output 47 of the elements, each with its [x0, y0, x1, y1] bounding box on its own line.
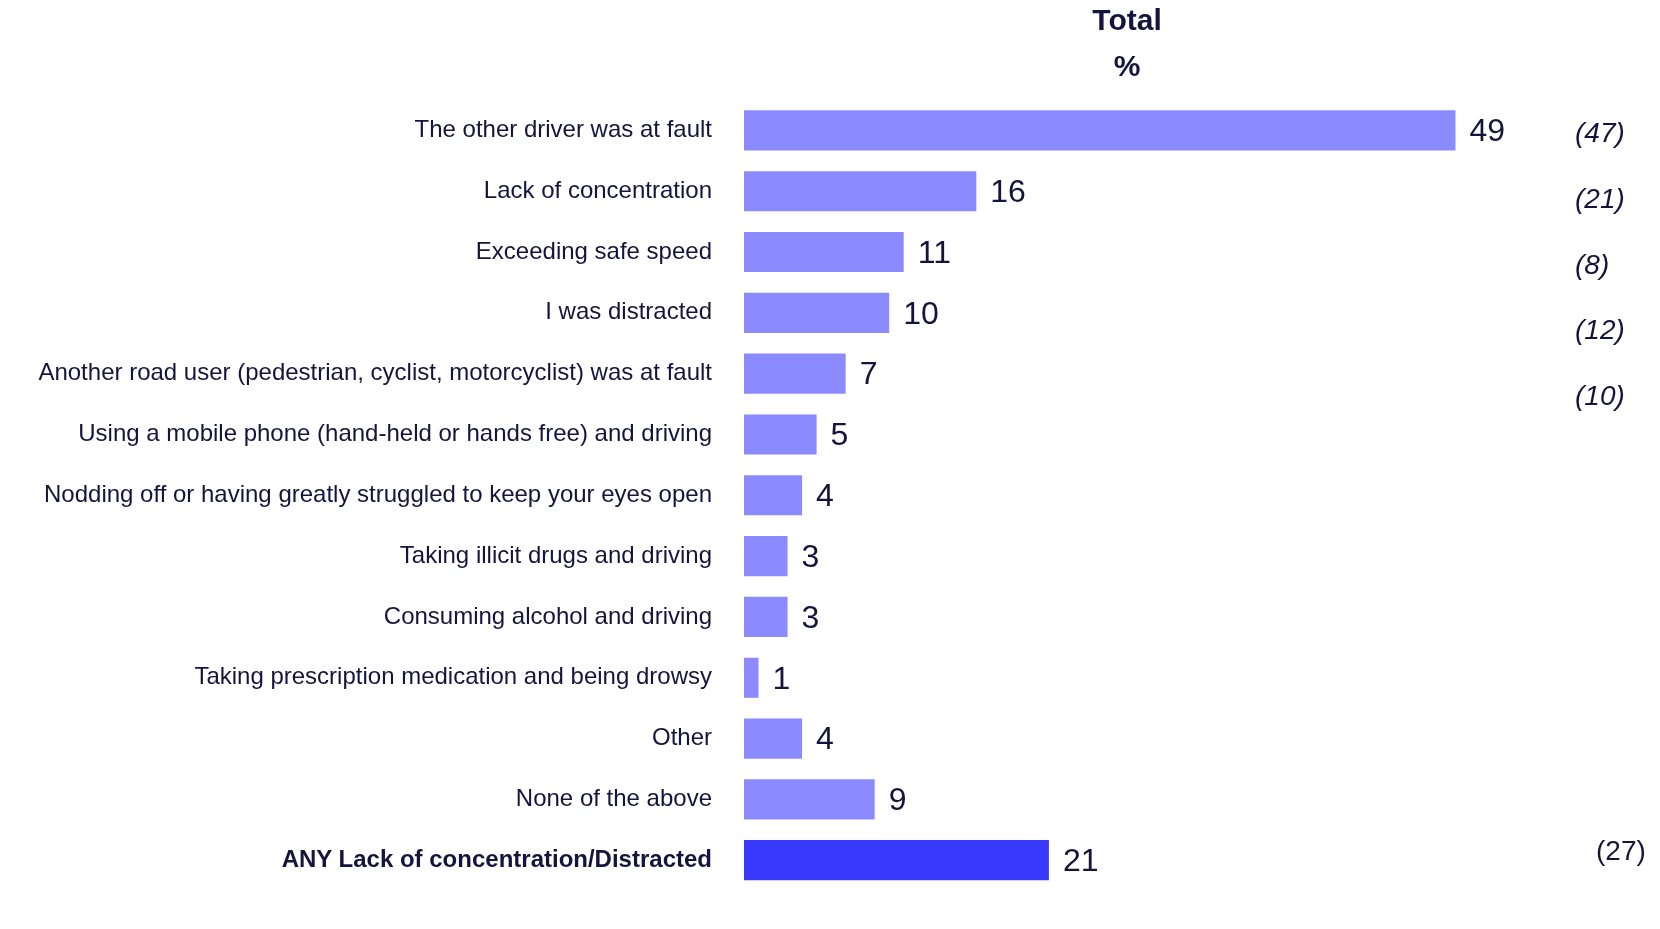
- data-label: 16: [990, 173, 1026, 210]
- data-label: 4: [816, 477, 834, 514]
- bar: [744, 779, 875, 820]
- y-tick-label: Taking prescription medication and being drowsy: [194, 662, 712, 690]
- y-tick-label: The other driver was at fault: [414, 115, 713, 143]
- bar: [744, 414, 817, 455]
- data-label: 3: [801, 537, 820, 574]
- bar: [744, 353, 846, 394]
- y-tick-label: Consuming alcohol and driving: [383, 601, 712, 629]
- text: (27): [1596, 834, 1646, 866]
- y-tick-label: Using a mobile phone (hand-held or hands free) and driving: [78, 419, 712, 447]
- chart-title: Total: [1092, 3, 1162, 37]
- data-label: 3: [801, 598, 820, 635]
- text: (47): [1575, 117, 1625, 149]
- bar: [744, 657, 759, 698]
- bar: [744, 292, 890, 333]
- y-tick-label: None of the above: [515, 784, 712, 811]
- data-label: 7: [859, 355, 878, 392]
- data-label: 49: [1469, 112, 1506, 149]
- bar: [744, 171, 977, 212]
- data-label: 4: [816, 720, 834, 757]
- data-label: 10: [903, 294, 939, 331]
- data-label: 21: [1062, 842, 1099, 879]
- chart-subtitle: %: [1113, 49, 1141, 83]
- data-label: 9: [888, 781, 907, 818]
- text: (10): [1575, 379, 1625, 411]
- text: (8): [1575, 248, 1610, 280]
- bar: [744, 231, 904, 273]
- y-tick-label: Exceeding safe speed: [475, 236, 712, 264]
- data-label: 11: [917, 233, 951, 270]
- text: (21): [1575, 182, 1625, 214]
- bar: [744, 110, 1456, 151]
- bar: [744, 475, 803, 516]
- bar: [744, 840, 1049, 881]
- bar: [744, 718, 803, 759]
- y-tick-label: Taking illicit drugs and driving: [399, 540, 712, 568]
- data-label: 1: [772, 659, 791, 696]
- text: (12): [1575, 314, 1625, 346]
- y-tick-label: Other: [651, 723, 712, 751]
- bar: [744, 596, 788, 637]
- y-tick-label: Another road user (pedestrian, cyclist, motorcyclist) was at fault: [38, 358, 713, 386]
- bar: [744, 536, 788, 577]
- y-tick-label: I was distracted: [545, 297, 712, 325]
- y-tick-label: Nodding off or having greatly struggled to keep your eyes open: [44, 479, 712, 507]
- data-label: 5: [830, 416, 849, 453]
- y-tick-label: Lack of concentration: [483, 175, 712, 203]
- y-tick-label: ANY Lack of concentration/Distracted: [281, 844, 712, 872]
